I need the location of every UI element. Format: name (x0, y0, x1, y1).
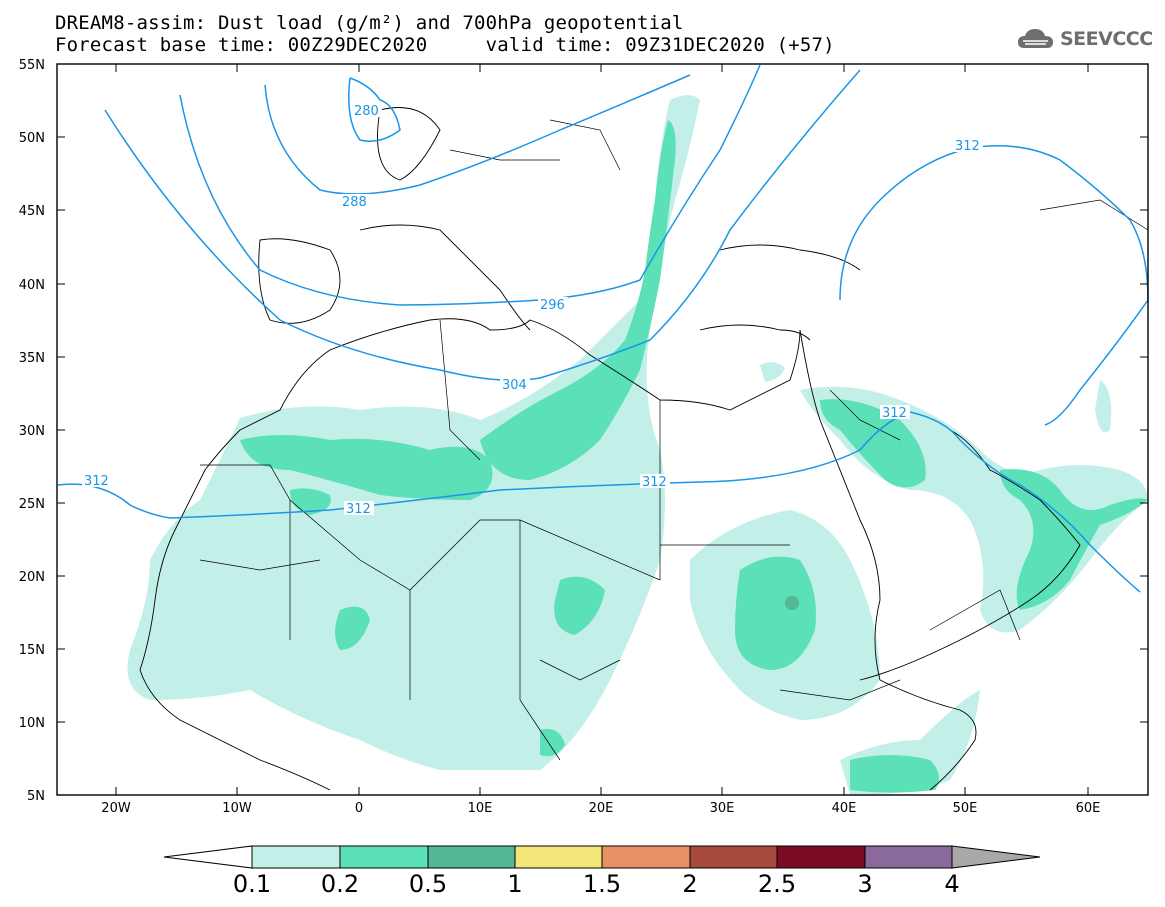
lat-label: 15N (19, 643, 45, 658)
lon-label: 10E (468, 801, 493, 816)
lat-label: 40N (19, 278, 45, 293)
colorbar-label: 2 (682, 870, 698, 898)
contour-label: 288 (342, 195, 367, 210)
coastlines (139, 107, 1081, 791)
lat-label: 30N (19, 424, 45, 439)
map-title: DREAM8-assim: Dust load (g/m²) and 700hP… (55, 12, 684, 34)
contour-label: 312 (955, 139, 980, 154)
lon-label: 30E (710, 801, 735, 816)
lat-label: 5N (27, 789, 45, 804)
seevccc-logo: SEEVCCC (1016, 26, 1153, 52)
contour-labels: 280 288 296 304 312 312 312 312 312 (82, 103, 983, 517)
colorbar-box (776, 845, 866, 869)
contour-312-east (839, 144, 1149, 426)
contour-304 (104, 69, 861, 381)
colorbar-label: 1.5 (582, 870, 622, 898)
colorbar-high-arrow (951, 845, 1041, 869)
contour-label: 312 (346, 502, 371, 517)
colorbar-label: 0.5 (408, 870, 448, 898)
colorbar-box (251, 845, 341, 869)
geopotential-contours (57, 64, 1149, 593)
contour-label: 304 (502, 378, 527, 393)
contour-312-gulf (909, 411, 1141, 593)
lon-label: 40E (832, 801, 857, 816)
lat-label: 45N (19, 204, 45, 219)
contour-312-west (57, 411, 911, 519)
latitude-axis (57, 63, 1148, 723)
colorbar-box (601, 845, 691, 869)
lat-label: 20N (19, 570, 45, 585)
dust-shading-medium (240, 120, 1148, 793)
contour-label: 312 (882, 406, 907, 421)
contour-288 (264, 74, 691, 195)
contour-label: 312 (84, 474, 109, 489)
longitude-axis (115, 64, 1089, 795)
political-borders (199, 119, 1149, 761)
latitude-labels: 55N 50N 45N 40N 35N 30N 25N 20N 15N 10N … (19, 58, 45, 804)
cloud-icon (1018, 29, 1053, 48)
colorbar (163, 845, 1041, 869)
contour-296 (179, 64, 761, 306)
colorbar-label: 1 (507, 870, 523, 898)
colorbar-label: 2.5 (757, 870, 797, 898)
colorbar-box (689, 845, 778, 869)
lat-label: 35N (19, 351, 45, 366)
colorbar-box (427, 845, 516, 869)
colorbar-label: 0.2 (320, 870, 360, 898)
lon-label: 20E (589, 801, 614, 816)
lat-label: 25N (19, 497, 45, 512)
lon-label: 20W (101, 801, 131, 816)
colorbar-label: 4 (944, 870, 960, 898)
colorbar-label: 0.1 (232, 870, 272, 898)
colorbar-box (864, 845, 953, 869)
lon-label: 10W (222, 801, 252, 816)
contour-label: 312 (642, 475, 667, 490)
contour-280 (348, 77, 401, 142)
lat-label: 55N (19, 58, 45, 73)
colorbar-low-arrow (163, 845, 253, 869)
lon-label: 50E (953, 801, 978, 816)
longitude-labels: 20W 10W 0 10E 20E 30E 40E 50E 60E (101, 801, 1100, 816)
lat-label: 10N (19, 716, 45, 731)
lat-label: 50N (19, 131, 45, 146)
dust-shading-dark (785, 596, 799, 610)
colorbar-box (514, 845, 603, 869)
lon-label: 60E (1076, 801, 1101, 816)
colorbar-label: 3 (857, 870, 873, 898)
map-subtitle: Forecast base time: 00Z29DEC2020 valid t… (55, 34, 835, 56)
contour-label: 280 (354, 104, 379, 119)
colorbar-box (339, 845, 429, 869)
logo-text: SEEVCCC (1060, 28, 1153, 50)
contour-label: 296 (540, 298, 565, 313)
lon-label: 0 (355, 801, 363, 816)
